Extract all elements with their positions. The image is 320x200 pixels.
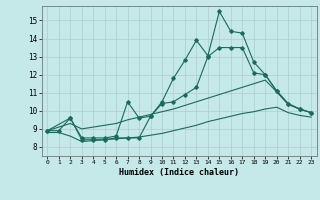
X-axis label: Humidex (Indice chaleur): Humidex (Indice chaleur)	[119, 168, 239, 177]
